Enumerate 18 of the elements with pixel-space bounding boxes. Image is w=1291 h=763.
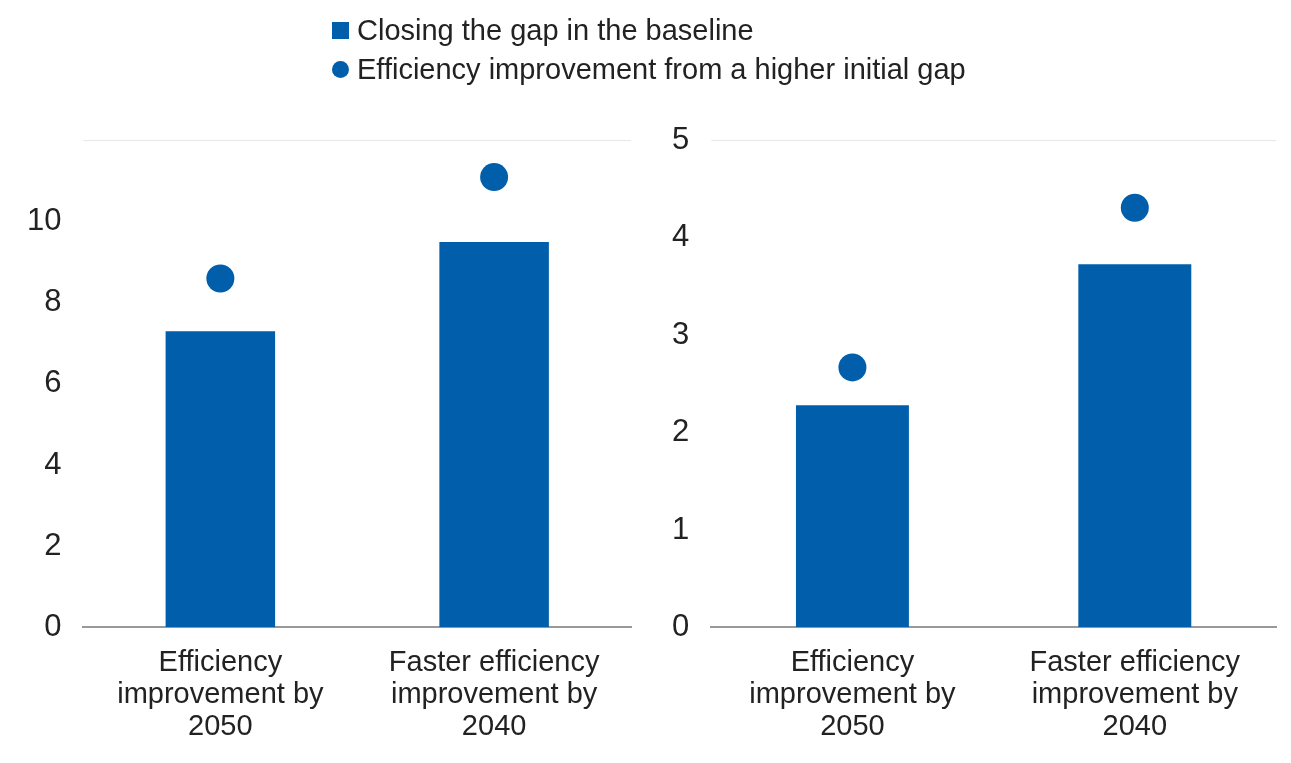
legend-label: Efficiency improvement from a higher initial gap: [357, 53, 966, 86]
legend-label: Closing the gap in the baseline: [357, 14, 754, 47]
y-tick-label: 2: [44, 526, 62, 562]
y-tick-label: 5: [671, 121, 690, 157]
y-tick-label: 0: [44, 607, 62, 643]
x-tick-label: Efficiency improvement by 2050: [117, 645, 324, 742]
y-tick-label: 3: [671, 315, 690, 351]
x-tick-label: Faster efficiency improvement by 2040: [1029, 645, 1241, 742]
y-tick-label: 6: [44, 364, 62, 400]
y-tick-label: 4: [671, 218, 690, 254]
y-tick-label: 8: [44, 283, 62, 319]
y-tick-label: 2: [671, 413, 690, 449]
y-tick-label: 1: [671, 510, 690, 546]
y-tick-label: 0: [671, 607, 690, 643]
x-tick-label: Faster efficiency improvement by 2040: [388, 645, 600, 742]
x-tick-label: Efficiency improvement by 2050: [749, 645, 957, 742]
y-tick-label: 4: [44, 445, 62, 481]
y-tick-label: 10: [27, 202, 62, 238]
